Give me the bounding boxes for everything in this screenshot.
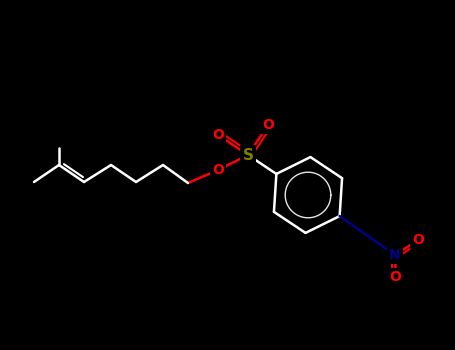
Text: S: S <box>243 147 253 162</box>
Text: O: O <box>389 270 401 284</box>
Text: O: O <box>212 128 224 142</box>
Text: O: O <box>412 233 424 247</box>
Text: O: O <box>212 163 224 177</box>
Text: O: O <box>262 118 274 132</box>
Text: N: N <box>389 248 401 262</box>
